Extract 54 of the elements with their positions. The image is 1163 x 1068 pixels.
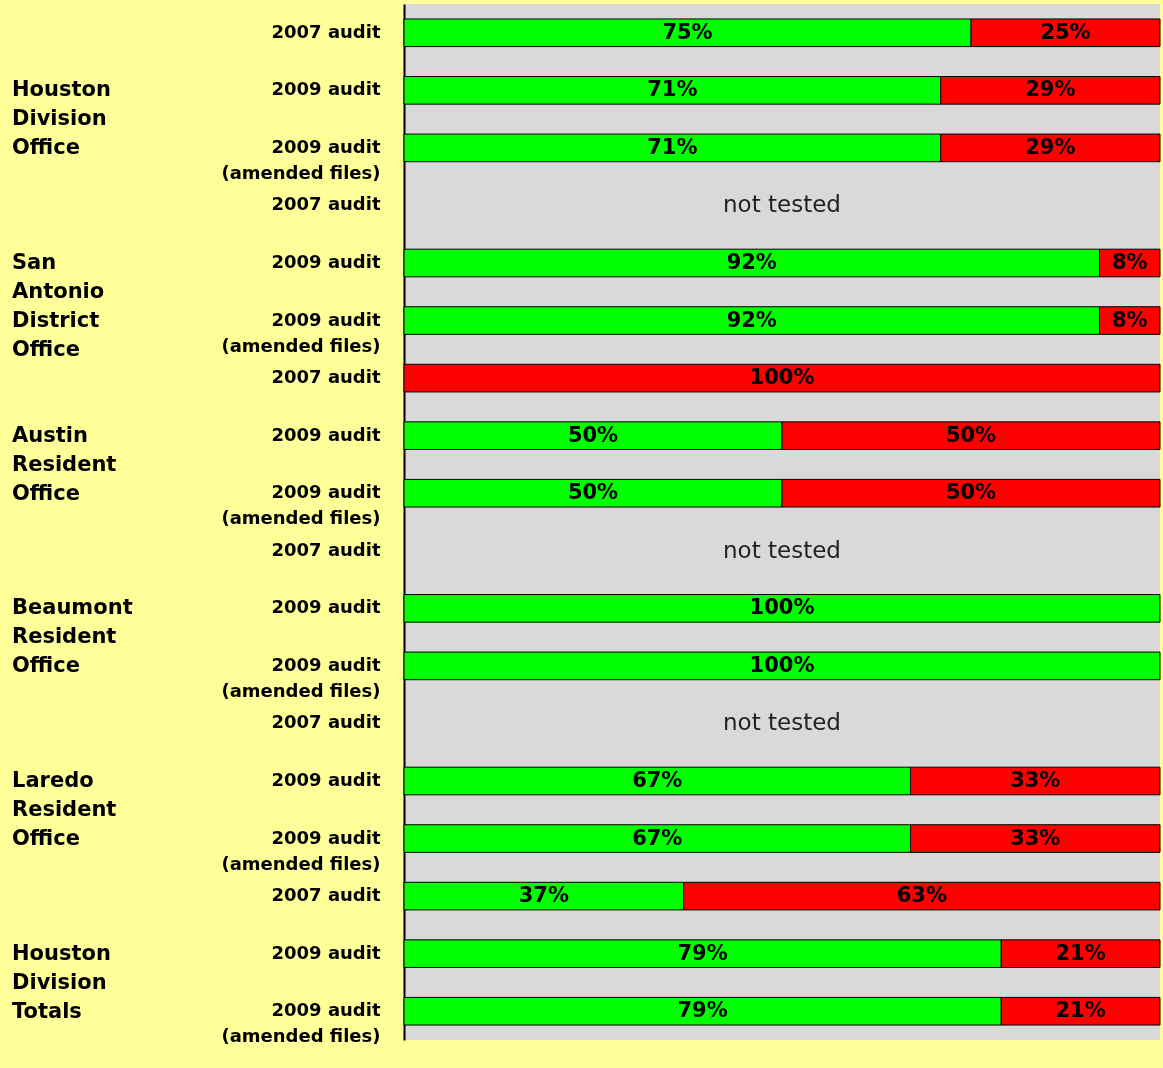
annotation: not tested	[723, 191, 841, 218]
data-label: 50%	[945, 422, 997, 447]
data-label: 79%	[677, 940, 728, 965]
data-label: 33%	[1010, 825, 1061, 850]
data-label: 37%	[518, 883, 569, 908]
annotation: not tested	[723, 536, 841, 563]
data-label: 92%	[726, 307, 777, 332]
data-label: 67%	[632, 768, 683, 792]
y-tick-label: 2009 audit	[271, 941, 381, 963]
y-tick-label: 2007 audit	[271, 20, 381, 42]
data-label: 33%	[1010, 768, 1061, 792]
data-label: 92%	[726, 250, 777, 274]
text: Austin Resident Office	[12, 422, 117, 505]
y-tick-label: 2009 audit	[271, 423, 381, 445]
data-label: 50%	[567, 422, 619, 447]
data-label: 29%	[1025, 77, 1076, 102]
data-label: 21%	[1055, 998, 1106, 1023]
annotation: not tested	[723, 709, 841, 736]
y-tick-label: 2009 audit (amended files)	[221, 135, 381, 183]
y-tick-label: 2009 audit (amended files)	[221, 481, 381, 529]
y-tick-label: 2009 audit (amended files)	[221, 308, 381, 356]
text: Beaumont Resident Office	[12, 595, 133, 678]
y-tick-label: 2009 audit	[271, 78, 381, 100]
y-tick-label: 2007 audit	[271, 711, 381, 733]
data-label: 50%	[567, 480, 619, 505]
data-label: 79%	[677, 998, 728, 1023]
y-tick-label: 2009 audit (amended files)	[221, 999, 381, 1047]
y-tick-label: 2009 audit	[271, 769, 381, 790]
data-label: 50%	[945, 480, 997, 505]
y-tick-label: 2009 audit	[271, 251, 381, 272]
y-tick-label: 2007 audit	[271, 366, 381, 388]
text: San Antonio District Office	[12, 250, 105, 361]
y-tick-label: 2007 audit	[271, 884, 381, 906]
data-label: 21%	[1055, 940, 1106, 965]
text: Laredo Resident Office	[12, 768, 117, 850]
data-label: 100%	[749, 595, 815, 620]
text: Houston Division Totals	[12, 940, 111, 1023]
y-tick-label: 2007 audit	[271, 538, 381, 560]
data-label: 100%	[749, 365, 815, 390]
text: Houston Division Office	[12, 77, 111, 160]
y-tick-label: 2009 audit	[271, 596, 381, 618]
data-label: 100%	[749, 652, 815, 677]
y-tick-label: 2007 audit	[271, 193, 381, 215]
data-label: 71%	[647, 134, 698, 159]
y-tick-label: 2009 audit (amended files)	[221, 826, 381, 874]
data-label: 8%	[1111, 307, 1148, 332]
data-label: 29%	[1025, 134, 1076, 159]
y-tick-label: 2009 audit (amended files)	[221, 653, 381, 701]
data-label: 8%	[1111, 250, 1148, 274]
data-label: 63%	[896, 883, 947, 908]
data-label: 25%	[1040, 19, 1091, 44]
data-label: 75%	[662, 19, 713, 44]
data-label: 67%	[632, 825, 683, 850]
data-label: 71%	[647, 77, 698, 102]
